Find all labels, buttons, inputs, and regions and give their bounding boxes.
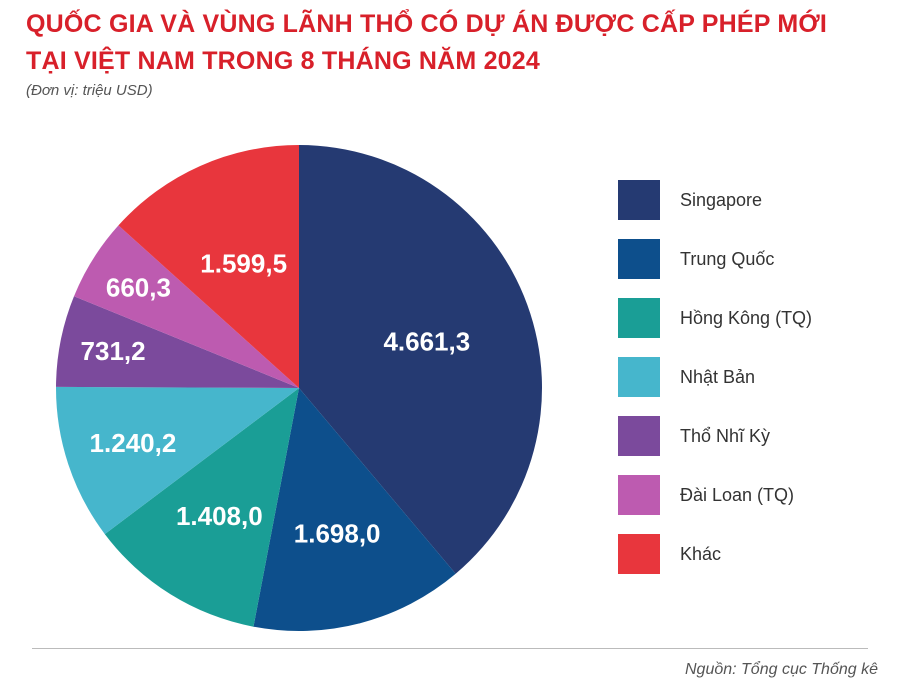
legend-label-4: Thổ Nhĩ Kỳ xyxy=(680,425,771,446)
slice-value-label-5: 660,3 xyxy=(106,272,171,302)
chart-title: QUỐC GIA VÀ VÙNG LÃNH THỔ CÓ DỰ ÁN ĐƯỢC … xyxy=(26,6,827,80)
pie-slice-4 xyxy=(56,296,300,388)
chart-title-line-2: TẠI VIỆT NAM TRONG 8 THÁNG NĂM 2024 xyxy=(26,47,540,75)
legend-item-2: Hồng Kông (TQ) xyxy=(618,298,812,338)
pie-slice-5 xyxy=(74,225,299,388)
legend-label-2: Hồng Kông (TQ) xyxy=(680,307,813,328)
legend-label-3: Nhật Bản xyxy=(680,366,756,387)
legend-label-5: Đài Loan (TQ) xyxy=(680,484,795,505)
slice-value-label-1: 1.698,0 xyxy=(294,519,381,549)
legend-label-6: Khác xyxy=(680,543,722,564)
legend-item-3: Nhật Bản xyxy=(618,357,812,397)
chart-title-line-1: QUỐC GIA VÀ VÙNG LÃNH THỔ CÓ DỰ ÁN ĐƯỢC … xyxy=(26,10,828,38)
legend-item-0: Singapore xyxy=(618,180,812,220)
legend-swatch-0 xyxy=(618,180,660,220)
legend-swatch-3 xyxy=(618,357,660,397)
legend-swatch-5 xyxy=(618,475,660,515)
legend-item-1: Trung Quốc xyxy=(618,239,812,279)
slice-value-label-2: 1.408,0 xyxy=(176,501,263,531)
legend-item-5: Đài Loan (TQ) xyxy=(618,475,812,515)
legend: Singapore Trung Quốc Hồng Kông (TQ) Nhật Bả… xyxy=(618,180,812,593)
pie-slice-0 xyxy=(299,145,542,574)
slice-value-label-3: 1.240,2 xyxy=(90,428,177,458)
slice-value-label-0: 4.661,3 xyxy=(383,326,470,356)
legend-item-6: Khác xyxy=(618,534,812,574)
pie-slice-2 xyxy=(104,388,299,627)
legend-swatch-2 xyxy=(618,298,660,338)
pie-slice-3 xyxy=(56,386,299,535)
legend-label-1: Trung Quốc xyxy=(680,248,775,269)
legend-label-0: Singapore xyxy=(680,189,763,210)
legend-swatch-4 xyxy=(618,416,660,456)
unit-label: (Đơn vị: triệu USD) xyxy=(26,82,153,99)
slice-value-label-4: 731,2 xyxy=(81,336,146,366)
legend-swatch-6 xyxy=(618,534,660,574)
pie-slice-1 xyxy=(253,388,456,631)
source-note: Nguồn: Tổng cục Thống kê xyxy=(684,661,878,678)
footer-divider xyxy=(32,648,868,649)
slice-value-label-6: 1.599,5 xyxy=(200,249,287,279)
pie-slice-6 xyxy=(118,145,300,388)
legend-swatch-1 xyxy=(618,239,660,279)
legend-item-4: Thổ Nhĩ Kỳ xyxy=(618,416,812,456)
